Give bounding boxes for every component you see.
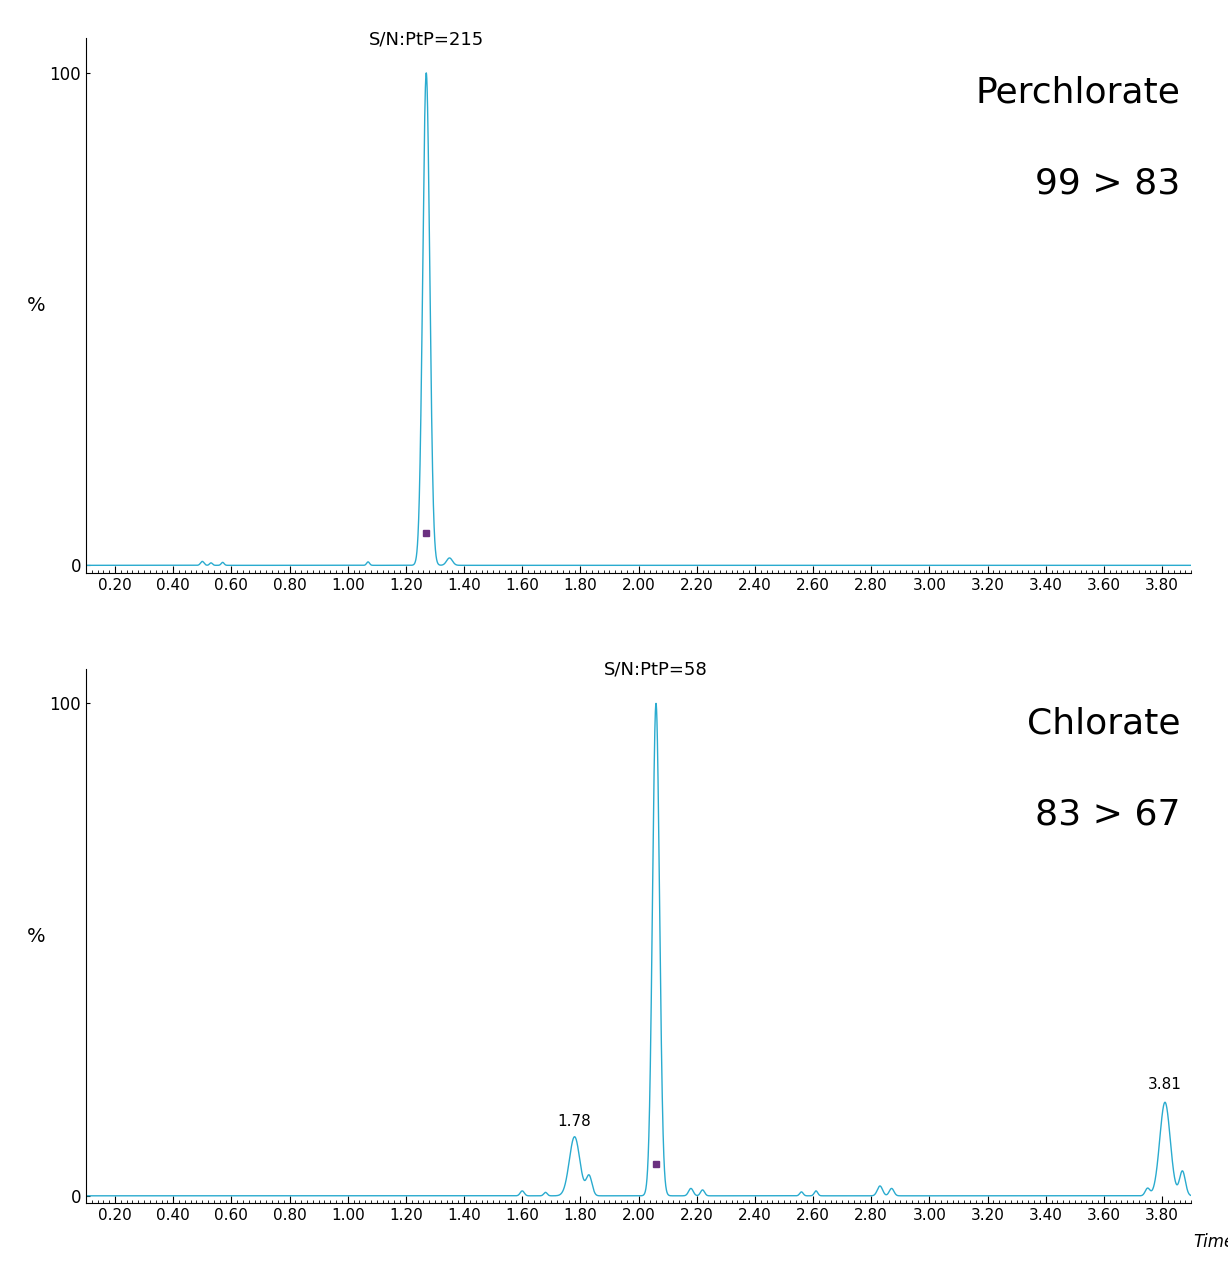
Text: 99 > 83: 99 > 83 <box>1035 166 1180 201</box>
Text: S/N:PtP=58: S/N:PtP=58 <box>604 660 707 678</box>
Text: Perchlorate: Perchlorate <box>975 76 1180 110</box>
Text: %: % <box>27 927 45 946</box>
Text: 1.78: 1.78 <box>558 1115 592 1129</box>
Text: %: % <box>27 296 45 315</box>
Text: Time: Time <box>1194 1233 1228 1251</box>
Text: S/N:PtP=215: S/N:PtP=215 <box>368 31 484 49</box>
Text: 3.81: 3.81 <box>1148 1078 1181 1092</box>
Text: 83 > 67: 83 > 67 <box>1035 797 1180 831</box>
Text: Chlorate: Chlorate <box>1027 707 1180 740</box>
